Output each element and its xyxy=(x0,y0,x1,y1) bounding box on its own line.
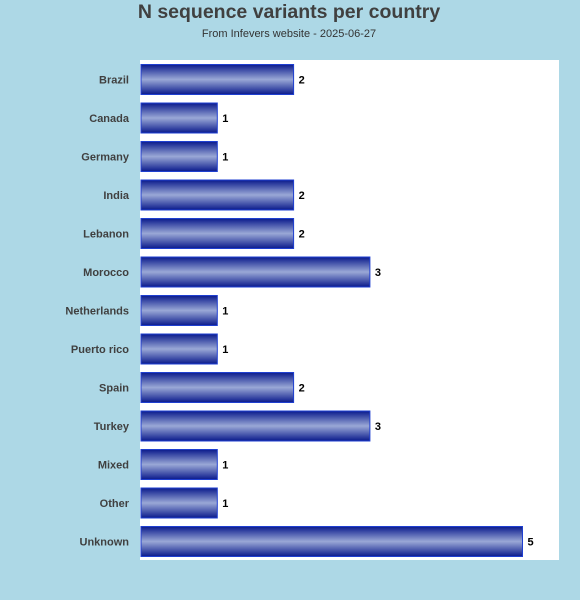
value-label: 1 xyxy=(222,113,228,125)
value-label: 2 xyxy=(299,190,305,202)
bar-germany xyxy=(140,141,218,172)
category-label: Other xyxy=(100,498,130,510)
bars-group: Brazil 2 Canada 1 Germany 1 India 2 Lebanon 2 Moro… xyxy=(65,64,534,557)
bar-canada xyxy=(140,102,218,134)
category-label: Lebanon xyxy=(83,229,129,241)
value-label: 2 xyxy=(299,229,305,241)
bar-mixed xyxy=(140,449,218,480)
value-label: 2 xyxy=(299,75,305,87)
value-label: 5 xyxy=(528,537,534,549)
category-label: Morocco xyxy=(83,267,129,279)
category-label: Turkey xyxy=(94,421,130,433)
bar-puerto-rico xyxy=(140,333,218,365)
value-label: 2 xyxy=(299,383,305,395)
bar-unknown xyxy=(140,526,523,557)
category-label: Spain xyxy=(99,383,129,395)
bar-morocco xyxy=(140,256,371,288)
value-label: 1 xyxy=(222,344,228,356)
bar-lebanon xyxy=(140,218,295,249)
bar-spain xyxy=(140,372,295,403)
value-label: 1 xyxy=(222,152,228,164)
bar-turkey xyxy=(140,410,371,442)
category-label: Mixed xyxy=(98,460,129,472)
category-label: Unknown xyxy=(80,537,130,549)
category-label: Brazil xyxy=(99,75,129,87)
chart-title: N sequence variants per country xyxy=(137,1,441,23)
bar-brazil xyxy=(140,64,295,95)
value-label: 1 xyxy=(222,498,228,510)
value-label: 1 xyxy=(222,460,228,472)
value-label: 3 xyxy=(375,421,381,433)
bar-netherlands xyxy=(140,295,218,326)
value-label: 3 xyxy=(375,267,381,279)
value-label: 1 xyxy=(222,306,228,318)
category-label: India xyxy=(103,190,130,202)
bar-other xyxy=(140,487,218,519)
category-label: Netherlands xyxy=(65,306,129,318)
category-label: Germany xyxy=(81,152,130,164)
bar-india xyxy=(140,179,295,211)
category-label: Puerto rico xyxy=(71,344,129,356)
chart-subtitle: From Infevers website - 2025-06-27 xyxy=(201,28,377,40)
category-label: Canada xyxy=(89,113,130,125)
